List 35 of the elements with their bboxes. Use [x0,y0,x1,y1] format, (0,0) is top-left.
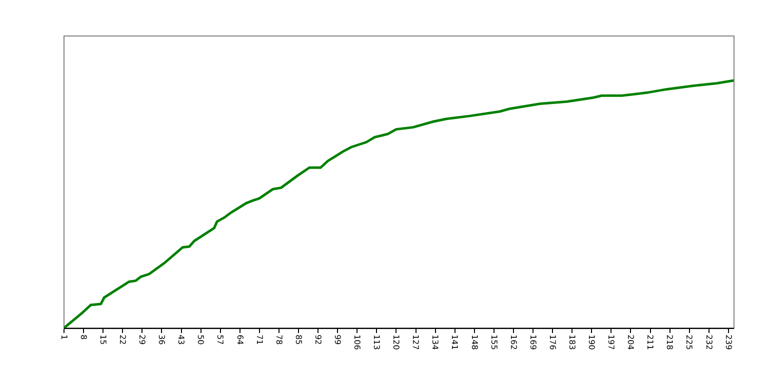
x-tick-label: 183 [567,334,576,350]
x-tick-label: 239 [724,334,733,350]
x-tick-label: 113 [372,334,382,350]
x-tick-label: 43 [176,334,186,345]
x-tick-label: 225 [684,334,694,350]
x-tick-label: 57 [216,334,225,345]
x-tick-label: 127 [411,334,420,350]
x-tick-label: 162 [508,334,518,350]
x-tick-label: 8 [78,334,88,340]
x-tick-label: 50 [196,334,206,345]
x-tick-label: 22 [118,334,128,345]
x-tick-label: 141 [450,334,460,350]
x-tick-label: 204 [626,334,636,350]
x-tick-label: 29 [138,334,147,345]
x-tick-label: 1 [59,334,68,340]
x-tick-label: 78 [274,334,284,345]
x-tick-label: 99 [332,334,342,345]
x-tick-label: 85 [294,334,303,345]
x-tick-label: 197 [606,334,616,350]
x-tick-label: 148 [470,334,479,350]
x-tick-label: 15 [98,334,108,345]
x-tick-label: 134 [430,334,440,350]
x-tick-label: 218 [665,334,674,350]
x-tick-label: 155 [489,334,498,350]
x-tick-label: 176 [548,334,557,350]
x-tick-label: 211 [646,334,655,350]
x-tick-label: 64 [235,334,244,345]
x-tick-label: 190 [587,334,596,350]
x-tick-label: 36 [157,334,166,345]
x-tick-label: 232 [704,334,714,350]
x-tick-label: 169 [528,334,538,350]
x-tick-label: 71 [254,334,264,345]
x-tick-label: 106 [352,334,362,350]
x-tick-label: 120 [392,334,401,350]
x-tick-label: 92 [313,334,322,345]
